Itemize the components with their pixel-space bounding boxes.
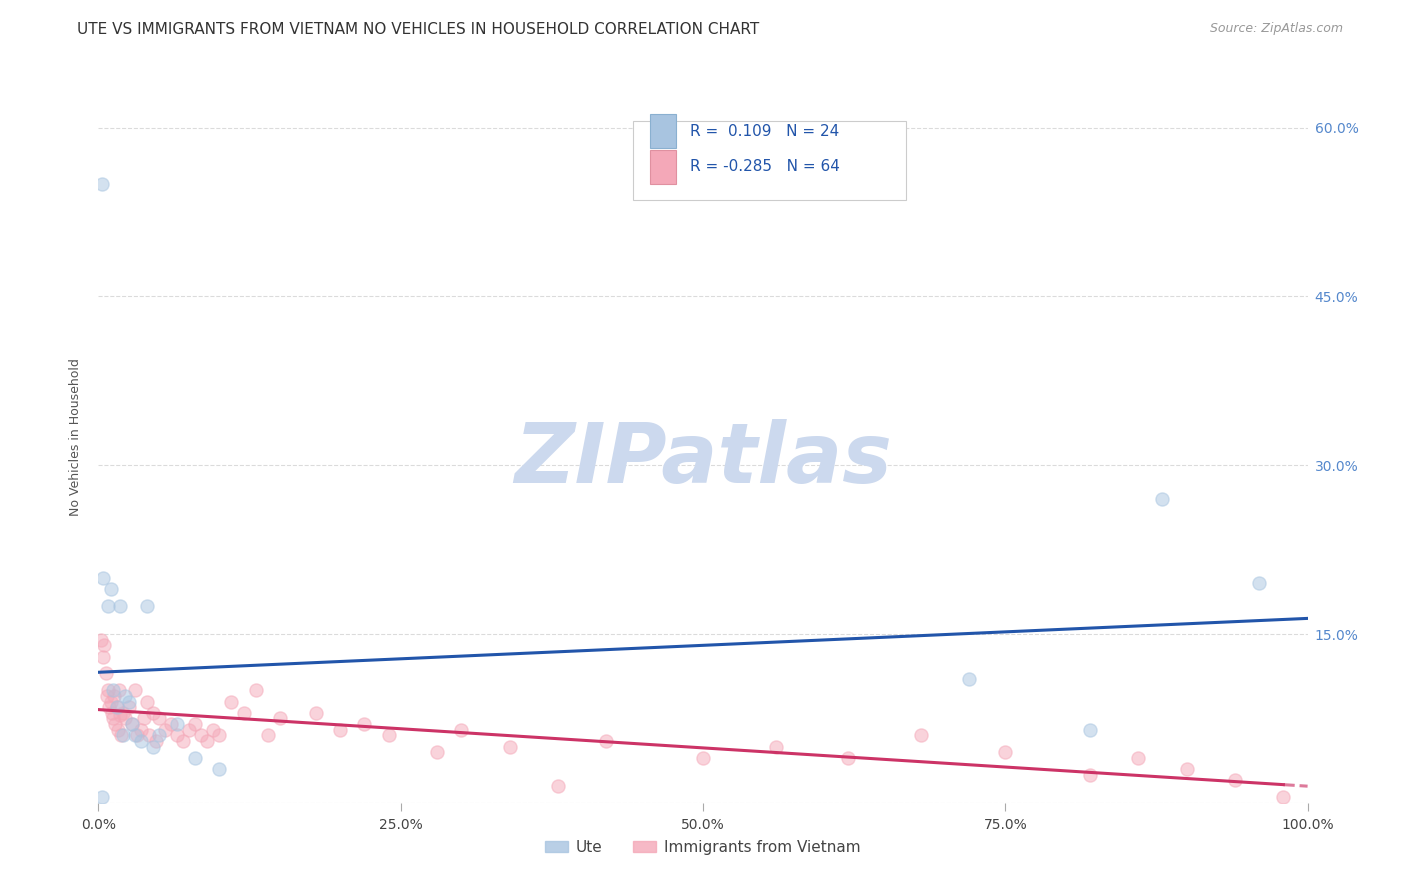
Point [96,689,118,703]
Text: R =  0.109   N = 24: R = 0.109 N = 24 [690,124,839,138]
Point [104,717,127,731]
Point [498,739,520,754]
Point [145,734,167,748]
Point [269,711,291,725]
Point [105,700,128,714]
Point [105,700,128,714]
Point [94,666,117,681]
Point [91,571,114,585]
Point [305,706,328,720]
Point [111,728,134,742]
Point [108,683,131,698]
Point [135,694,157,708]
Point [93,638,115,652]
Point [426,745,449,759]
Point [121,717,143,731]
Point [450,723,472,737]
Point [1223,773,1246,788]
Point [179,723,201,737]
Point [166,728,188,742]
Point [377,728,399,742]
Point [110,728,132,742]
Point [124,683,146,698]
Point [100,706,122,720]
Point [90,632,112,647]
Point [1249,576,1271,591]
Point [134,711,156,725]
Point [1078,723,1101,737]
Point [221,694,243,708]
Text: Source: ZipAtlas.com: Source: ZipAtlas.com [1209,22,1343,36]
Point [765,739,787,754]
Point [353,717,375,731]
Point [118,700,141,714]
Point [184,751,207,765]
Point [124,728,146,742]
Point [148,728,170,742]
Point [208,728,231,742]
Point [1152,491,1174,506]
Point [595,734,617,748]
Point [114,689,136,703]
Point [184,717,207,731]
Point [91,177,114,191]
Point [1128,751,1150,765]
Point [190,728,212,742]
Point [547,779,569,793]
Point [957,672,980,686]
Point [100,694,122,708]
Point [98,700,121,714]
Point [97,599,120,613]
Text: R = -0.285   N = 64: R = -0.285 N = 64 [690,160,839,174]
Point [91,649,114,664]
Point [127,728,149,742]
Point [114,711,136,725]
Point [148,711,170,725]
Point [97,683,120,698]
Point [100,582,122,596]
Text: UTE VS IMMIGRANTS FROM VIETNAM NO VEHICLES IN HOUSEHOLD CORRELATION CHART: UTE VS IMMIGRANTS FROM VIETNAM NO VEHICL… [77,22,759,37]
Point [160,717,183,731]
Point [837,751,859,765]
Point [103,689,125,703]
Point [91,790,114,805]
Point [118,694,141,708]
Point [994,745,1017,759]
Point [108,599,131,613]
Point [129,723,152,737]
Point [692,751,714,765]
Point [129,734,152,748]
Point [108,708,131,723]
Point [142,739,165,754]
Text: ZIPatlas: ZIPatlas [515,418,891,500]
Point [202,723,225,737]
Point [1078,767,1101,781]
Point [208,762,231,776]
Point [121,717,143,731]
Point [172,734,194,748]
Legend: Ute, Immigrants from Vietnam: Ute, Immigrants from Vietnam [540,834,866,861]
Point [111,706,134,720]
Point [101,711,124,725]
Point [135,599,157,613]
Point [166,717,188,731]
Point [142,706,165,720]
Point [153,723,176,737]
Point [1272,790,1295,805]
Point [1175,762,1198,776]
Point [910,728,932,742]
Point [107,723,129,737]
Point [329,723,352,737]
Point [101,683,124,698]
Y-axis label: No Vehicles in Household: No Vehicles in Household [69,359,83,516]
Point [245,683,267,698]
Point [138,728,160,742]
Point [256,728,278,742]
Point [232,706,254,720]
Point [195,734,218,748]
